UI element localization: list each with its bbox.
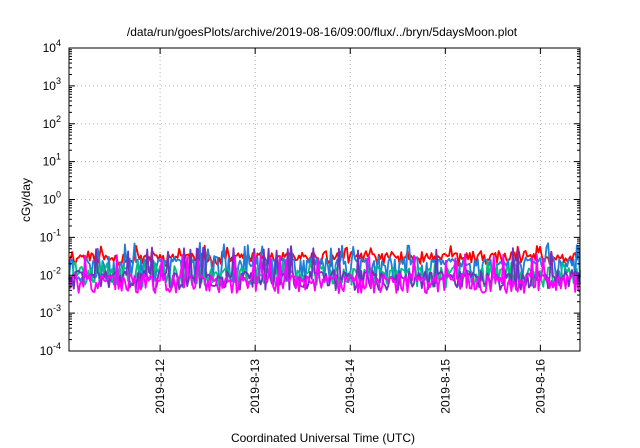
y-tick-label: 10-3 bbox=[40, 303, 61, 320]
x-tick-label: 2019-8-16 bbox=[533, 359, 547, 414]
tick-layer: 10-4 10-3 10-2 10-1 100 101 102 103 104 2019-8-12… bbox=[40, 38, 580, 414]
series-line-5 bbox=[68, 253, 581, 294]
series-line-1 bbox=[68, 244, 581, 267]
y-tick-label: 10-4 bbox=[40, 341, 61, 358]
y-axis-label: cGy/day bbox=[19, 178, 33, 222]
chart-title: /data/run/goesPlots/archive/2019-08-16/0… bbox=[127, 25, 518, 39]
series-layer bbox=[68, 241, 581, 294]
x-tick-label: 2019-8-15 bbox=[438, 359, 452, 414]
x-tick-label: 2019-8-12 bbox=[153, 359, 167, 414]
y-tick-label: 10-2 bbox=[40, 265, 61, 282]
x-tick-label: 2019-8-14 bbox=[343, 359, 357, 414]
x-axis-label: Coordinated Universal Time (UTC) bbox=[231, 431, 415, 445]
y-tick-label: 100 bbox=[43, 190, 61, 207]
grid bbox=[69, 48, 580, 351]
x-tick-label: 2019-8-13 bbox=[248, 359, 262, 414]
y-tick-label: 10-1 bbox=[40, 227, 61, 244]
y-tick-label: 104 bbox=[43, 38, 61, 55]
y-tick-label: 101 bbox=[43, 152, 61, 169]
y-tick-label: 102 bbox=[43, 114, 61, 131]
y-tick-label: 103 bbox=[43, 76, 61, 93]
